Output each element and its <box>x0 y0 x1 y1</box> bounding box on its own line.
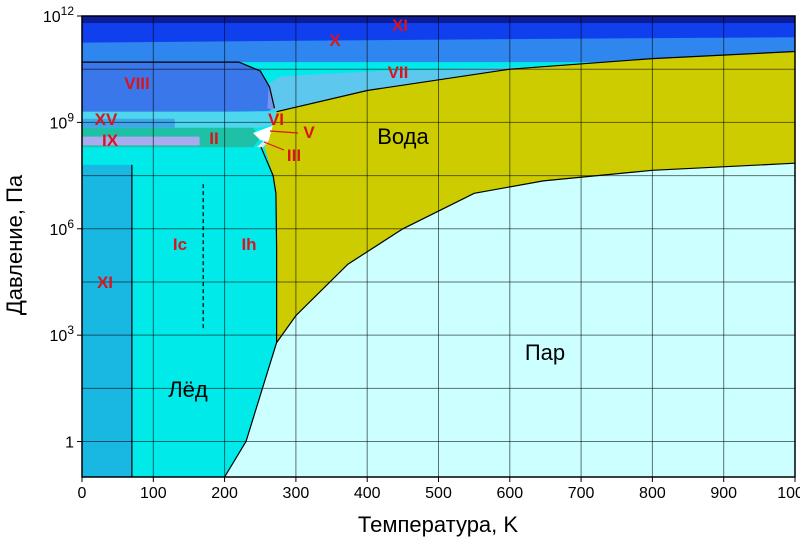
x-tick-label: 300 <box>283 485 310 502</box>
y-tick-label: 106 <box>50 217 75 239</box>
label-ice-xi-high: XI <box>392 16 408 35</box>
boundary-melting-ih <box>260 146 278 343</box>
boundary-vaporization <box>276 162 796 343</box>
y-tick-label: 1012 <box>43 4 74 26</box>
y-tick-label: 109 <box>50 110 75 132</box>
x-tick-label: 200 <box>211 485 238 502</box>
boundary-sublimation <box>224 342 278 478</box>
x-tick-label: 1000 <box>777 485 800 502</box>
phase-boundaries <box>82 50 796 478</box>
region-ice-vii-overlay <box>267 62 795 112</box>
label-ice-ii: II <box>209 129 218 148</box>
label-ice-iii: III <box>287 146 301 165</box>
label-ice-v: V <box>303 123 315 142</box>
label-ice-vii: VII <box>388 63 409 82</box>
x-tick-label: 700 <box>568 485 595 502</box>
leader-iii <box>263 141 285 151</box>
boundary-ice-vii <box>276 50 796 113</box>
region-ice-iii <box>256 140 269 148</box>
region-ice-ix <box>82 136 200 146</box>
label-ice-xi-low: XI <box>97 273 113 292</box>
x-tick-label: 900 <box>710 485 737 502</box>
y-tick-label: 1 <box>65 435 74 452</box>
region-ice-viii <box>82 62 275 112</box>
x-axis-title: Температура, K <box>358 512 518 537</box>
region-ice-xi-low <box>82 164 132 477</box>
label-ice-ih: Ih <box>241 235 256 254</box>
x-tick-label: 500 <box>425 485 452 502</box>
label-vapor: Пар <box>525 340 565 365</box>
y-axis-title: Давление, Па <box>2 174 27 315</box>
label-ice: Лёд <box>168 377 208 402</box>
label-ice-ic: Ic <box>173 235 187 254</box>
label-ice-vi: VI <box>268 110 284 129</box>
x-tick-label: 800 <box>639 485 666 502</box>
axis-ticks: 0 100 200 300 400 500 600 700 800 900 1000 1 103 106 1… <box>43 4 800 502</box>
region-ice-xv <box>82 118 175 128</box>
label-ice-xv: XV <box>95 110 118 129</box>
label-water: Вода <box>377 124 429 149</box>
leader-v <box>269 130 299 134</box>
x-tick-label: 100 <box>140 485 167 502</box>
label-ice-x: X <box>329 31 341 50</box>
x-tick-label: 400 <box>354 485 381 502</box>
boundary-ice-viii <box>82 61 276 109</box>
region-water <box>264 51 795 343</box>
label-ice-ix: IX <box>102 131 119 150</box>
x-tick-label: 0 <box>78 485 87 502</box>
x-tick-label: 600 <box>496 485 523 502</box>
label-ice-viii: VIII <box>124 74 150 93</box>
y-tick-label: 103 <box>50 323 75 345</box>
